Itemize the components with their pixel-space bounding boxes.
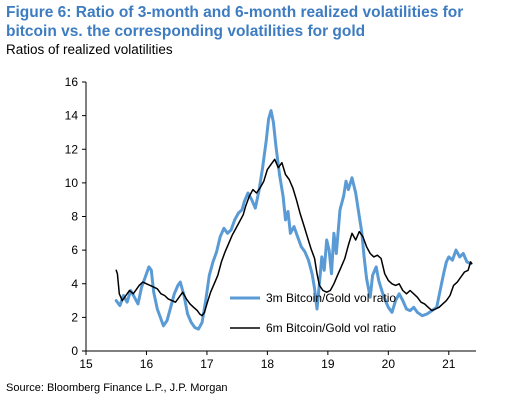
x-tick-label: 17 [200, 357, 214, 371]
chart-axes: 0 2 4 6 8 10 12 14 16 15 16 17 18 19 20 21 [65, 75, 476, 371]
y-tick-label: 6 [71, 243, 78, 257]
x-tick-label: 15 [79, 357, 93, 371]
x-tick-label: 21 [442, 357, 456, 371]
figure-source: Source: Bloomberg Finance L.P., J.P. Mor… [6, 382, 228, 394]
y-tick-label: 4 [71, 277, 78, 291]
y-tick-label: 0 [71, 344, 78, 358]
y-tick-label: 2 [71, 310, 78, 324]
y-tick-label: 8 [71, 210, 78, 224]
series-line-1 [114, 109, 473, 331]
y-tick-label: 16 [65, 75, 79, 89]
x-tick-label: 16 [140, 357, 154, 371]
legend-label-2: 6m Bitcoin/Gold vol ratio [266, 321, 396, 335]
x-tick-label: 19 [321, 357, 335, 371]
y-tick-label: 10 [65, 176, 79, 190]
x-tick-label: 20 [382, 357, 396, 371]
y-tick-label: 12 [65, 142, 79, 156]
chart-series-lines [114, 109, 473, 331]
figure-subtitle: Ratios of realized volatilities [6, 42, 173, 57]
figure-title: Figure 6: Ratio of 3-month and 6-month r… [6, 4, 464, 40]
x-tick-label: 18 [261, 357, 275, 371]
chart-legend: 3m Bitcoin/Gold vol ratio 6m Bitcoin/Gold… [230, 291, 396, 335]
series-line-2 [115, 158, 473, 317]
y-tick-label: 14 [65, 109, 79, 123]
legend-label-1: 3m Bitcoin/Gold vol ratio [266, 291, 396, 305]
